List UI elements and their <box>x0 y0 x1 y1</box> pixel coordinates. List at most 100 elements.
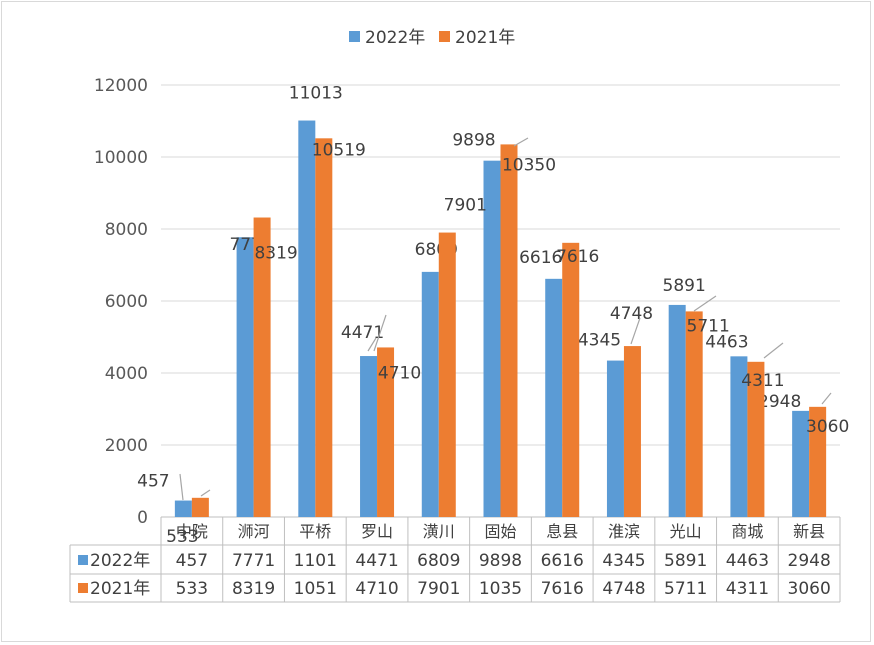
table-cell: 533 <box>176 579 208 599</box>
category-label: 浉河 <box>238 522 270 541</box>
table-cell: 7901 <box>417 579 460 599</box>
leader-line <box>763 342 784 359</box>
bar-series2 <box>438 232 456 517</box>
table-cell: 6809 <box>417 551 460 571</box>
y-tick-label: 4000 <box>105 364 148 384</box>
legend-label: 2021年 <box>455 28 515 48</box>
data-label: 3060 <box>806 417 849 437</box>
data-label: 4311 <box>741 371 784 391</box>
y-tick-label: 12000 <box>94 76 148 96</box>
data-label: 11013 <box>289 84 343 104</box>
bar-series1 <box>792 410 810 517</box>
y-tick-label: 6000 <box>105 292 148 312</box>
table-cell: 5711 <box>664 579 707 599</box>
bar-series1 <box>421 271 439 517</box>
table-cell: 4748 <box>602 579 645 599</box>
category-label: 潢川 <box>423 522 455 541</box>
bar-series1 <box>236 237 254 517</box>
leader-line <box>367 337 377 352</box>
data-label: 4345 <box>578 331 621 351</box>
table-cell: 4345 <box>602 551 645 571</box>
category-label: 淮滨 <box>608 522 640 541</box>
data-label: 4463 <box>705 332 748 352</box>
data-label: 10519 <box>312 140 366 160</box>
leader-line <box>821 392 832 405</box>
table-cell: 457 <box>176 551 208 571</box>
table-cell: 4471 <box>355 551 398 571</box>
table-legend-key <box>78 555 88 565</box>
bar-series2 <box>562 242 580 517</box>
table-cell: 5891 <box>664 551 707 571</box>
data-label: 7901 <box>444 196 487 216</box>
bar-series2 <box>377 347 395 517</box>
data-label: 5711 <box>687 316 730 336</box>
bar-series2 <box>809 406 827 517</box>
category-label: 罗山 <box>361 522 393 541</box>
data-label: 8319 <box>254 244 297 264</box>
data-label: 7616 <box>556 247 599 267</box>
leader-line <box>693 295 717 312</box>
bar-series2 <box>685 311 703 517</box>
bar-series2 <box>500 144 518 517</box>
table-cell: 7771 <box>232 551 275 571</box>
category-label: 商城 <box>731 522 763 541</box>
table-cell: 7616 <box>541 579 584 599</box>
data-label: 10350 <box>502 155 556 175</box>
bar-series2 <box>253 217 271 518</box>
leader-line <box>513 137 529 147</box>
data-label: 4748 <box>610 304 653 324</box>
bar-series1 <box>545 278 563 517</box>
bar-series1 <box>483 160 501 517</box>
table-series-name: 2022年 <box>90 551 150 571</box>
bar-series2 <box>623 346 641 517</box>
data-label: 4710 <box>378 363 421 383</box>
table-cell: 4311 <box>726 579 769 599</box>
bar-series1 <box>606 360 624 517</box>
data-label: 6616 <box>519 248 562 268</box>
bar-series2 <box>315 138 333 518</box>
y-tick-label: 8000 <box>105 220 148 240</box>
table-cell: 1035 <box>479 579 522 599</box>
table-cell: 1101 <box>294 551 337 571</box>
bar-series2 <box>191 497 209 517</box>
y-tick-label: 10000 <box>94 148 148 168</box>
category-label: 固始 <box>484 522 516 541</box>
data-label: 2948 <box>758 392 801 412</box>
table-cell: 4710 <box>355 579 398 599</box>
leader-line <box>630 317 641 345</box>
leader-line <box>200 489 211 497</box>
data-label: 9898 <box>452 131 495 151</box>
bar-series1 <box>360 356 378 517</box>
table-cell: 3060 <box>788 579 831 599</box>
bar-series1 <box>298 120 316 518</box>
category-label: 息县 <box>546 522 578 541</box>
table-series-name: 2021年 <box>90 579 150 599</box>
data-label: 533 <box>166 527 198 547</box>
table-cell: 4463 <box>726 551 769 571</box>
legend-key <box>349 31 360 42</box>
data-label: 457 <box>137 472 169 492</box>
bar-series1 <box>730 356 748 517</box>
legend-label: 2022年 <box>365 28 425 48</box>
data-label: 4471 <box>341 323 384 343</box>
table-legend-key <box>78 583 88 593</box>
leader-line <box>373 314 387 352</box>
y-tick-label: 2000 <box>105 436 148 456</box>
category-label: 新县 <box>793 522 825 541</box>
table-cell: 2948 <box>788 551 831 571</box>
table-cell: 9898 <box>479 551 522 571</box>
table-cell: 1051 <box>294 579 337 599</box>
category-label: 平桥 <box>299 522 331 541</box>
y-tick-label: 0 <box>137 508 148 528</box>
bar-series1 <box>668 304 686 517</box>
table-cell: 8319 <box>232 579 275 599</box>
legend-key <box>439 31 450 42</box>
category-label: 光山 <box>670 522 702 541</box>
table-cell: 6616 <box>541 551 584 571</box>
bar-series1 <box>174 500 192 517</box>
data-label: 5891 <box>663 276 706 296</box>
leader-line <box>179 473 184 501</box>
category-label: 中院 <box>176 522 208 541</box>
bar-series2 <box>747 361 765 517</box>
